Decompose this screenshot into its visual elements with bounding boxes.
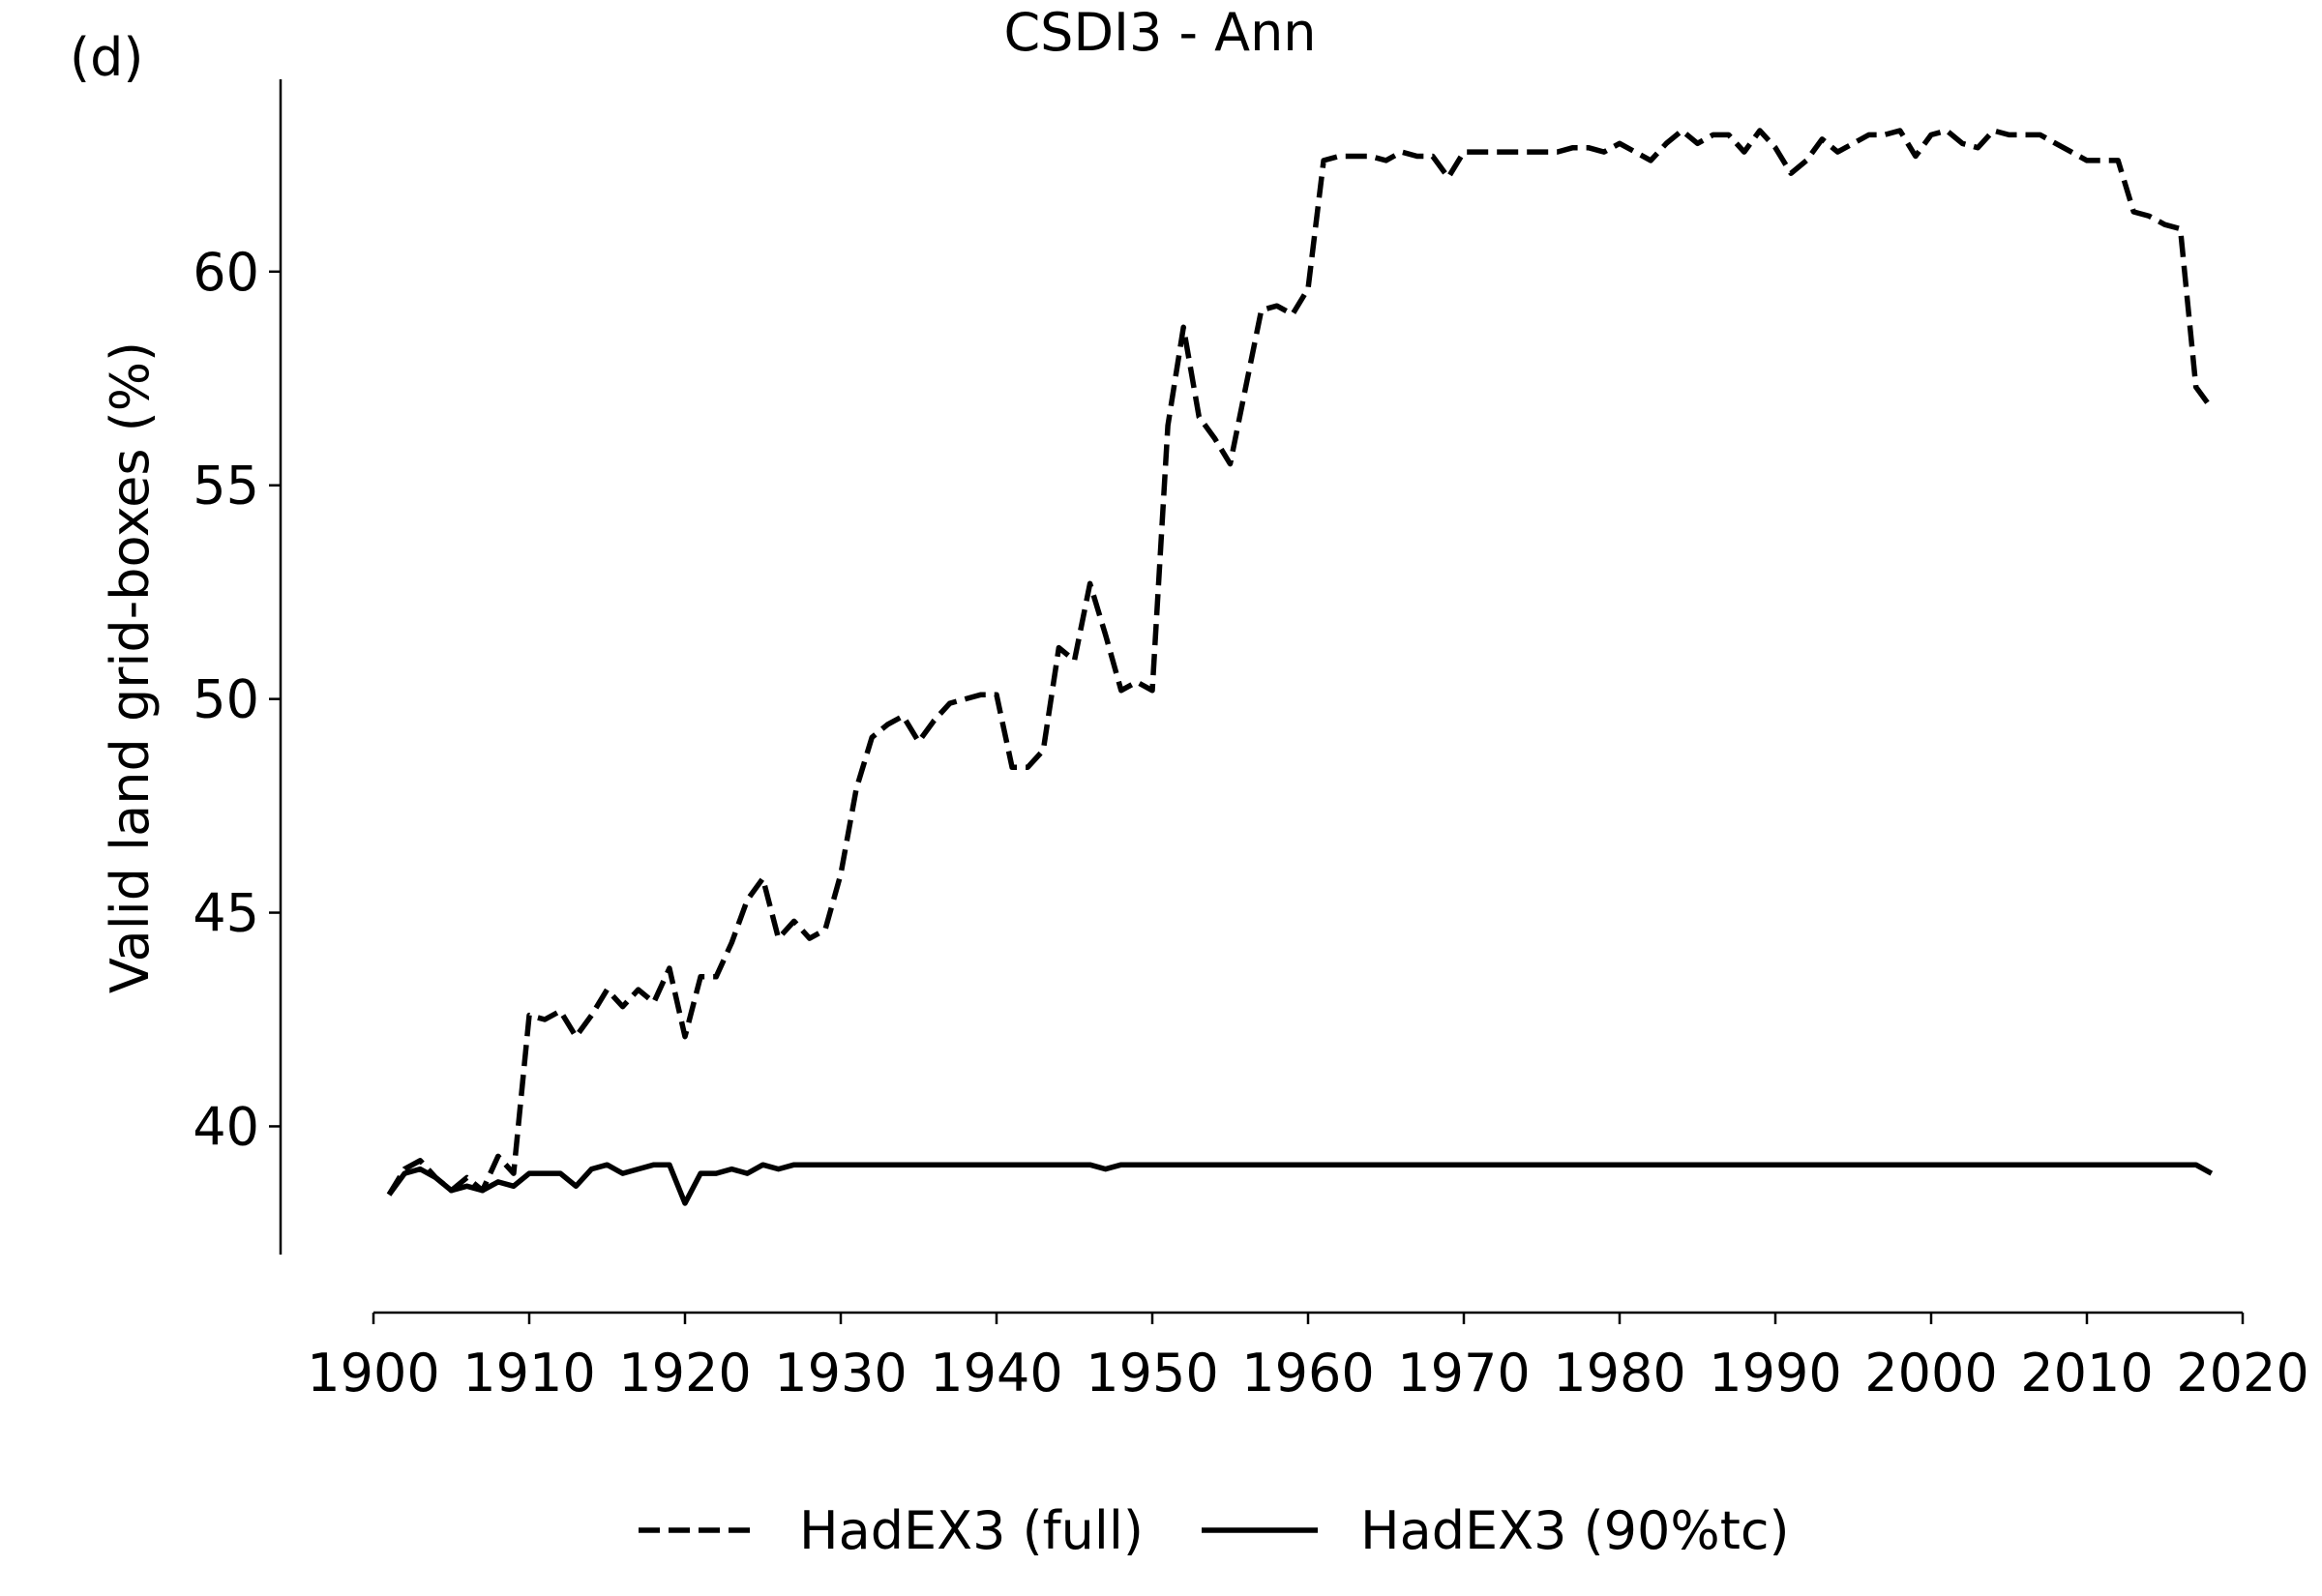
legend-label-1: HadEX3 (full) — [799, 1500, 1144, 1561]
axes: 40 45 50 55 60 1900 1910 1920 1930 1940 1950 1960 19… — [193, 79, 2309, 1404]
y-tick-label: 45 — [193, 883, 259, 944]
y-tick-label: 60 — [193, 242, 259, 303]
x-tick-label: 2020 — [2176, 1343, 2308, 1404]
x-tick-label: 1940 — [930, 1343, 1062, 1404]
x-tick-label: 2000 — [1864, 1343, 1997, 1404]
y-tick-label: 40 — [193, 1096, 259, 1157]
x-tick-label: 1900 — [307, 1343, 439, 1404]
x-tick-label: 1970 — [1397, 1343, 1530, 1404]
x-tick-label: 1950 — [1086, 1343, 1218, 1404]
x-tick-label: 2010 — [2020, 1343, 2153, 1404]
x-tick-label: 1960 — [1241, 1343, 1374, 1404]
y-axis-label: Valid land grid-boxes (%) — [100, 341, 161, 993]
x-tick-label: 1910 — [462, 1343, 595, 1404]
x-tick-label: 1920 — [618, 1343, 751, 1404]
y-tick-label: 50 — [193, 669, 259, 730]
y-tick-label: 55 — [193, 456, 259, 517]
series-line-1 — [386, 128, 2215, 1197]
x-tick-label: 1980 — [1553, 1343, 1685, 1404]
series-lines — [386, 128, 2215, 1206]
legend-label-2: HadEX3 (90%tc) — [1360, 1500, 1790, 1561]
x-tick-label: 1930 — [774, 1343, 907, 1404]
x-tick-label: 1990 — [1709, 1343, 1841, 1404]
panel-label: (d) — [70, 27, 143, 88]
legend: HadEX3 (full) HadEX3 (90%tc) — [639, 1500, 1790, 1561]
series-line-2 — [386, 1162, 2214, 1206]
chart-title: CSDI3 - Ann — [1003, 2, 1316, 63]
